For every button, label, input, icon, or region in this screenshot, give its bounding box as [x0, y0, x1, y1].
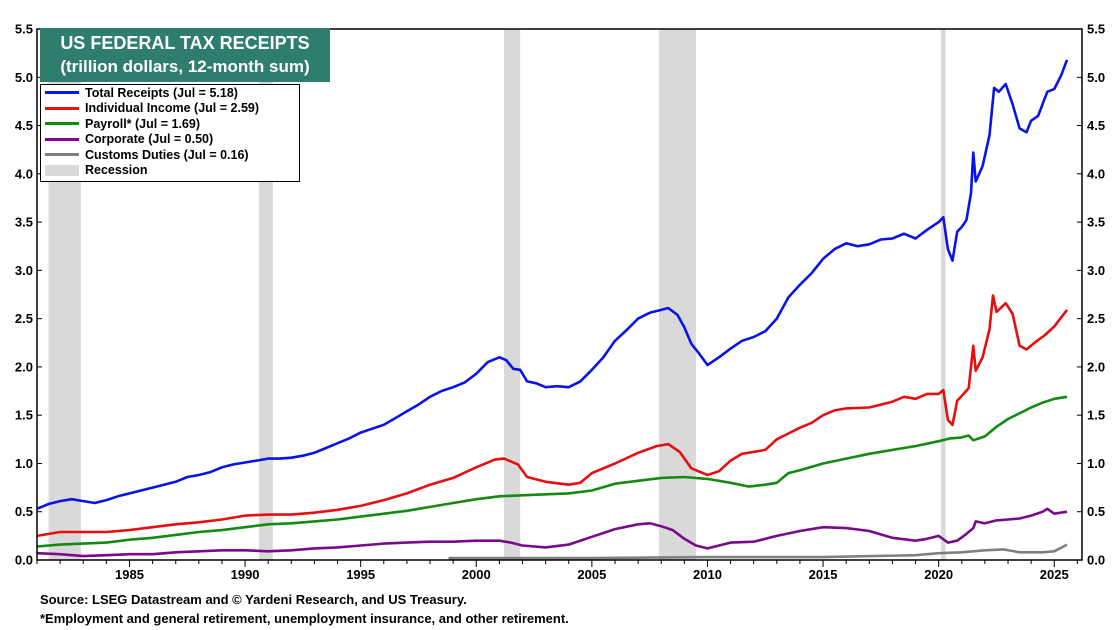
series-line-corporate [36, 507, 1068, 558]
y-tick-label-left: 0.5 [15, 504, 33, 519]
x-tick-label: 1985 [115, 567, 144, 582]
series-line-customs-duties [448, 543, 1068, 560]
y-tick-label-right: 2.0 [1087, 359, 1105, 374]
y-tick-label-right: 0.0 [1087, 553, 1105, 568]
x-tick-label: 2015 [809, 567, 838, 582]
x-tick-label: 1995 [346, 567, 375, 582]
plot-frame [36, 28, 1083, 561]
x-tick-label: 2020 [924, 567, 953, 582]
recession-band-4 [658, 29, 696, 560]
y-tick-label-left: 1.0 [15, 456, 33, 471]
legend-label-customs-duties: Customs Duties (Jul = 0.16) [85, 147, 249, 162]
y-tick-label-left: 0.0 [15, 553, 33, 568]
series-line-total-receipts [36, 59, 1069, 511]
y-tick-label-right: 1.0 [1087, 456, 1105, 471]
legend-swatch-customs-duties [45, 153, 79, 157]
legend-swatch-total-receipts [45, 91, 79, 95]
legend-item-corporate: Corporate (Jul = 0.50) [41, 132, 299, 148]
y-tick-label-right: 0.5 [1087, 504, 1105, 519]
legend-swatch-recession [45, 164, 79, 176]
x-tick-label: 2005 [577, 567, 606, 582]
y-tick-label-right: 2.5 [1087, 311, 1105, 326]
axes: 0.0 0.0 0.5 0.5 1.0 1.0 1.5 1.5 2.0 2.0 2.5 2.5 3.0 3… [15, 22, 1105, 583]
legend-label-corporate: Corporate (Jul = 0.50) [85, 132, 214, 147]
legend-item-payroll: Payroll* (Jul = 1.69) [41, 116, 299, 132]
legend-swatch-payroll [45, 122, 79, 126]
y-tick-label-right: 4.0 [1087, 166, 1105, 181]
footnote: *Employment and general retirement, unem… [40, 611, 569, 626]
chart-title: US FEDERAL TAX RECEIPTS [60, 33, 310, 53]
y-tick-label-right: 5.5 [1087, 22, 1105, 37]
y-tick-label-left: 5.0 [15, 70, 33, 85]
legend: Total Receipts (Jul = 5.18) Individual I… [40, 84, 300, 182]
y-tick-label-right: 3.0 [1087, 263, 1105, 278]
y-tick-label-left: 2.0 [15, 359, 33, 374]
y-tick-label-left: 3.5 [15, 215, 33, 230]
x-tick-label: 2010 [693, 567, 722, 582]
x-tick-label: 1990 [231, 567, 260, 582]
chart-title-box: US FEDERAL TAX RECEIPTS (trillion dollar… [40, 28, 330, 82]
y-tick-label-left: 2.5 [15, 311, 33, 326]
y-tick-label-right: 3.5 [1087, 215, 1105, 230]
legend-label-individual-income: Individual Income (Jul = 2.59) [85, 101, 260, 116]
x-tick-label: 2000 [462, 567, 491, 582]
legend-item-total-receipts: Total Receipts (Jul = 5.18) [41, 85, 299, 101]
y-tick-label-left: 4.5 [15, 118, 33, 133]
series-line-individual-income [36, 294, 1069, 538]
x-tick-label: 2025 [1040, 567, 1069, 582]
source-note: Source: LSEG Datastream and © Yardeni Re… [40, 592, 467, 607]
y-tick-label-right: 4.5 [1087, 118, 1105, 133]
y-tick-label-left: 4.0 [15, 166, 33, 181]
legend-label-total-receipts: Total Receipts (Jul = 5.18) [85, 85, 238, 100]
series-lines [36, 59, 1069, 560]
legend-label-recession: Recession [85, 163, 148, 178]
legend-swatch-individual-income [45, 106, 79, 110]
recession-band-5 [940, 29, 946, 560]
y-tick-label-left: 1.5 [15, 408, 33, 423]
chart-subtitle: (trillion dollars, 12-month sum) [60, 57, 310, 76]
y-tick-label-left: 3.0 [15, 263, 33, 278]
legend-swatch-corporate [45, 137, 79, 141]
legend-item-customs-duties: Customs Duties (Jul = 0.16) [41, 147, 299, 163]
legend-item-recession: Recession [41, 163, 299, 179]
y-tick-label-left: 5.5 [15, 22, 33, 37]
y-tick-label-right: 5.0 [1087, 70, 1105, 85]
legend-item-individual-income: Individual Income (Jul = 2.59) [41, 101, 299, 117]
y-tick-label-right: 1.5 [1087, 408, 1105, 423]
series-line-payroll [36, 395, 1068, 548]
legend-label-payroll: Payroll* (Jul = 1.69) [85, 116, 200, 131]
recession-band-3 [504, 29, 521, 560]
